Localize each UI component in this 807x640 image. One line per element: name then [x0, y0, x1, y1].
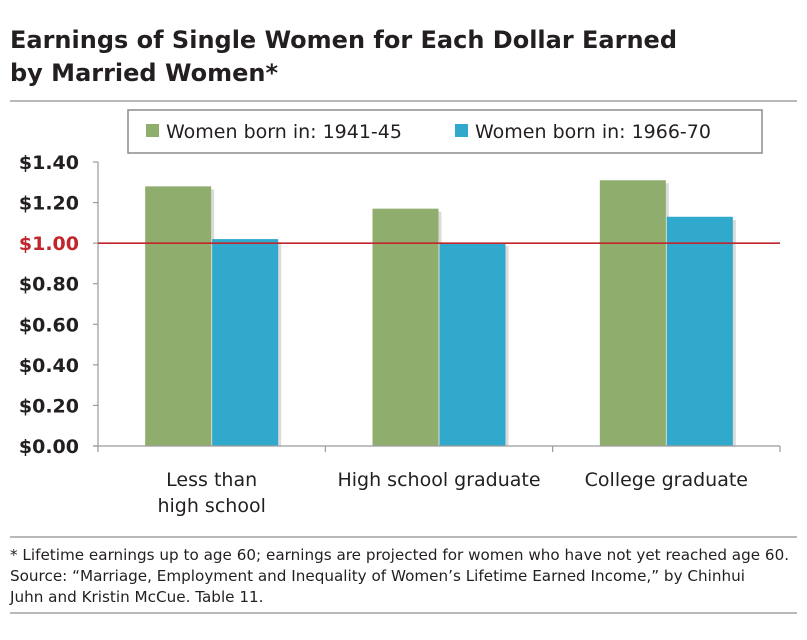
- x-category-label-line: high school: [157, 495, 265, 517]
- y-tick-label: $1.00: [19, 233, 79, 255]
- x-axis: Less than high school High school graduate…: [93, 445, 781, 517]
- bottom-divider: [10, 612, 797, 614]
- y-tick-label: $1.20: [19, 193, 79, 215]
- chart-title-line1: Earnings of Single Women for Each Dollar…: [10, 26, 677, 54]
- footnote-source-line1: Source: “Marriage, Employment and Inequa…: [10, 567, 745, 585]
- y-tick-label: $0.20: [19, 395, 79, 417]
- bar-1-3: [599, 180, 666, 446]
- y-tick-label: $1.40: [19, 152, 79, 174]
- legend-label-1: Women born in: 1941-45: [166, 121, 402, 143]
- legend-box: [127, 109, 763, 154]
- legend-swatch-2: [455, 124, 468, 137]
- legend: Women born in: 1941-45 Women born in: 196…: [127, 109, 763, 154]
- footnote-source-line2: Juhn and Kristin McCue. Table 11.: [10, 588, 264, 606]
- top-divider: [10, 100, 797, 102]
- bars: [145, 180, 736, 447]
- y-axis: $0.00 $0.20 $0.40 $0.60 $0.80 $1.00 $1.20 $1.40: [19, 152, 99, 458]
- x-category-label-line: Less than: [166, 469, 257, 491]
- bar-1-2: [372, 208, 439, 446]
- y-tick-label: $0.60: [19, 314, 79, 336]
- y-tick-label: $0.40: [19, 355, 79, 377]
- footnote: * Lifetime earnings up to age 60; earnin…: [10, 545, 805, 608]
- chart-title-line2: by Married Women*: [10, 59, 278, 87]
- bar-2-1: [212, 239, 279, 446]
- footnote-note: * Lifetime earnings up to age 60; earnin…: [10, 546, 790, 564]
- bar-2-2: [439, 243, 506, 446]
- legend-swatch-1: [146, 124, 159, 137]
- bar-2-3: [666, 216, 733, 446]
- bar-1-1: [145, 186, 212, 447]
- bar-chart: Women born in: 1941-45 Women born in: 196…: [19, 109, 781, 517]
- x-category-label-1: Less than high school: [157, 469, 265, 517]
- legend-label-2: Women born in: 1966-70: [475, 121, 711, 143]
- x-category-label-2: High school graduate: [337, 469, 540, 491]
- x-category-label-line: College graduate: [585, 469, 748, 491]
- chart-title: Earnings of Single Women for Each Dollar…: [10, 24, 800, 90]
- x-category-label-3: College graduate: [585, 469, 748, 491]
- y-tick-label: $0.80: [19, 274, 79, 296]
- y-tick-label: $0.00: [19, 436, 79, 458]
- footnote-divider: [10, 536, 797, 538]
- x-category-label-line: High school graduate: [337, 469, 540, 491]
